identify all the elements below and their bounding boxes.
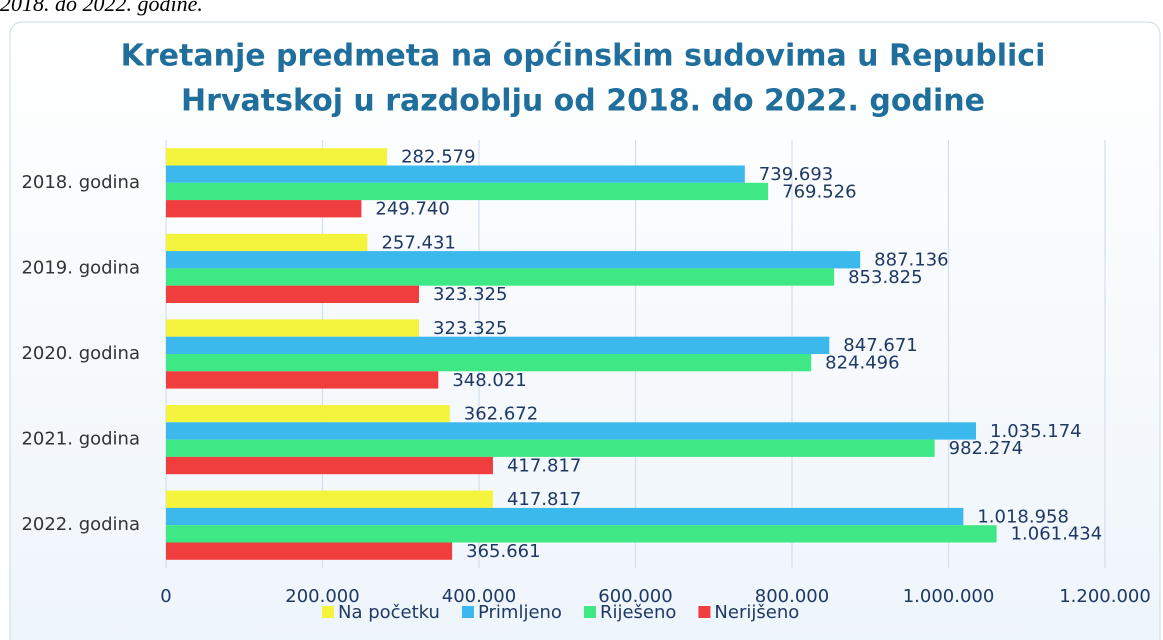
value-label: 982.274	[949, 438, 1023, 459]
value-label: 417.817	[507, 489, 581, 510]
bar	[166, 233, 368, 252]
y-tick-label: 2021. godina	[21, 429, 140, 450]
y-tick-label: 2020. godina	[21, 343, 140, 364]
legend-swatch	[322, 606, 334, 618]
legend-label: Riješeno	[600, 602, 676, 623]
value-label: 1.018.958	[977, 506, 1069, 527]
y-tick-label: 2018. godina	[21, 172, 140, 193]
bar	[166, 165, 745, 183]
value-label: 847.671	[843, 335, 917, 356]
x-tick-label: 1.000.000	[903, 586, 995, 607]
value-label: 1.035.174	[990, 421, 1082, 442]
caption: 2018. do 2022. godine.	[0, 0, 203, 16]
value-label: 362.672	[464, 404, 538, 425]
legend-swatch	[583, 606, 596, 618]
bar	[166, 422, 977, 440]
bar	[166, 490, 493, 508]
bar	[166, 285, 420, 303]
x-tick-label: 200.000	[285, 586, 359, 607]
legend-label: Na početku	[338, 602, 440, 623]
y-tick-label: 2022. godina	[21, 514, 140, 535]
chart-title: Kretanje predmeta na općinskim sudovima …	[121, 39, 1046, 74]
value-label: 739.693	[759, 164, 833, 185]
value-label: 282.579	[401, 147, 475, 168]
bar	[166, 319, 420, 337]
x-tick-label: 1.200.000	[1059, 586, 1151, 607]
x-tick-label: 400.000	[442, 586, 516, 607]
legend-label: Nerijšeno	[714, 602, 799, 623]
x-tick-label: 0	[160, 586, 171, 607]
value-label: 887.136	[874, 250, 948, 271]
x-tick-label: 800.000	[755, 586, 829, 607]
x-tick-label: 600.000	[598, 586, 672, 607]
value-label: 249.740	[375, 199, 449, 220]
chart-title: Hrvatskoj u razdoblju od 2018. do 2022. …	[181, 84, 985, 119]
value-label: 323.325	[433, 284, 507, 305]
bar	[166, 182, 769, 201]
bar	[166, 200, 362, 218]
value-label: 769.526	[782, 181, 856, 202]
value-label: 348.021	[452, 370, 526, 391]
bar	[166, 251, 861, 269]
value-label: 323.325	[433, 318, 507, 339]
value-label: 257.431	[381, 232, 455, 253]
bar	[166, 542, 453, 560]
value-label: 824.496	[825, 353, 899, 374]
y-tick-label: 2019. godina	[21, 257, 140, 278]
bar	[166, 268, 835, 286]
value-label: 1.061.434	[1011, 524, 1103, 545]
bar	[166, 405, 450, 423]
bar	[166, 354, 812, 372]
value-label: 853.825	[848, 267, 922, 288]
legend-swatch	[461, 606, 474, 618]
bar	[166, 525, 997, 543]
value-label: 365.661	[466, 541, 540, 562]
bar	[166, 507, 964, 526]
bar	[166, 439, 935, 457]
bar	[166, 148, 388, 166]
legend-swatch	[698, 606, 711, 618]
bar	[166, 456, 493, 475]
legend-label: Primljeno	[478, 602, 562, 623]
bar	[166, 371, 439, 389]
value-label: 417.817	[507, 455, 581, 476]
bar	[166, 336, 830, 354]
